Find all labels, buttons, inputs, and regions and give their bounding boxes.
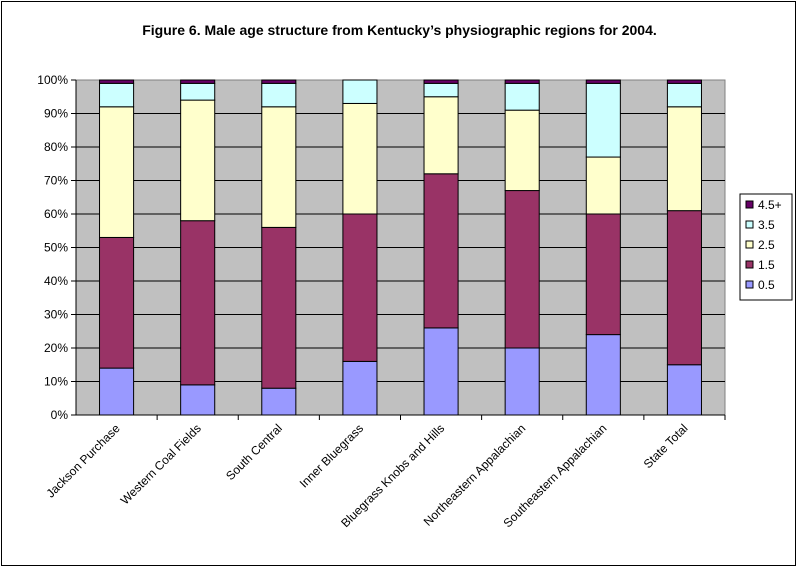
bar-segment-0-5-1 [180, 384, 216, 416]
bar-segment-3-5-6 [585, 82, 621, 158]
legend-swatch [745, 220, 754, 229]
bar-segment-3-5-5 [504, 82, 540, 111]
bar-segment-3-5-4 [423, 82, 459, 98]
bar-segment-0-5-5 [504, 347, 540, 416]
bar-segment-2-5-6 [585, 156, 621, 215]
bar-segment-0-5-0 [99, 367, 135, 416]
bar-segment-0-5-6 [585, 334, 621, 416]
bar-segment-2-5-2 [261, 106, 297, 228]
bar-segment-4-5--1 [180, 79, 216, 84]
bar-segment-1-5-7 [666, 210, 702, 366]
y-tick-label: 90% [44, 107, 68, 121]
bar-segment-2-5-5 [504, 109, 540, 192]
x-category-label: South Central [223, 421, 285, 483]
legend-label: 2.5 [758, 238, 775, 252]
x-category-label: State Total [641, 421, 691, 471]
legend-label: 4.5+ [758, 198, 782, 212]
bar-segment-3-5-1 [180, 82, 216, 101]
bar-segment-1-5-0 [99, 236, 135, 369]
bar-segment-0-5-4 [423, 327, 459, 416]
bar-segment-1-5-2 [261, 226, 297, 389]
y-tick-label: 0% [51, 408, 69, 422]
bar-segment-4-5--0 [99, 79, 135, 84]
y-tick-label: 70% [44, 174, 68, 188]
bar-segment-2-5-0 [99, 106, 135, 238]
legend-label: 3.5 [758, 218, 775, 232]
y-tick-label: 40% [44, 274, 68, 288]
y-tick-label: 10% [44, 375, 68, 389]
y-tick-label: 30% [44, 308, 68, 322]
bar-segment-2-5-7 [666, 106, 702, 212]
bar-segment-2-5-4 [423, 96, 459, 175]
bar-segment-3-5-2 [261, 82, 297, 108]
bar-segment-4-5--4 [423, 79, 459, 84]
bar-segment-1-5-6 [585, 213, 621, 336]
y-tick-label: 60% [44, 207, 68, 221]
bar-segment-2-5-3 [342, 102, 378, 215]
x-category-label: Inner Bluegrass [297, 421, 366, 490]
bar-segment-2-5-1 [180, 99, 216, 222]
legend-swatch [745, 260, 754, 269]
y-tick-label: 50% [44, 241, 68, 255]
bar-segment-0-5-7 [666, 364, 702, 416]
bar-segment-1-5-4 [423, 173, 459, 329]
bar-segment-4-5--2 [261, 79, 297, 84]
x-category-label: Western Coal Fields [118, 421, 204, 507]
legend-label: 0.5 [758, 278, 775, 292]
bar-segment-4-5--6 [585, 79, 621, 84]
bar-segment-0-5-2 [261, 387, 297, 416]
bar-segment-1-5-3 [342, 213, 378, 362]
legend-swatch [745, 200, 754, 209]
chart-title: Figure 6. Male age structure from Kentuc… [142, 22, 657, 38]
x-category-label: Jackson Purchase [43, 421, 122, 500]
y-tick-label: 100% [37, 73, 68, 87]
bar-segment-0-5-3 [342, 360, 378, 416]
y-tick-label: 20% [44, 341, 68, 355]
legend-swatch [745, 240, 754, 249]
legend-label: 1.5 [758, 258, 775, 272]
bar-segment-1-5-5 [504, 190, 540, 349]
legend-swatch [745, 280, 754, 289]
bar-segment-1-5-1 [180, 220, 216, 386]
bar-segment-4-5--5 [504, 79, 540, 84]
bar-segment-3-5-7 [666, 82, 702, 108]
bar-segment-3-5-3 [342, 79, 378, 104]
bar-segment-4-5--7 [666, 79, 702, 84]
bar-segment-3-5-0 [99, 82, 135, 108]
y-tick-label: 80% [44, 140, 68, 154]
